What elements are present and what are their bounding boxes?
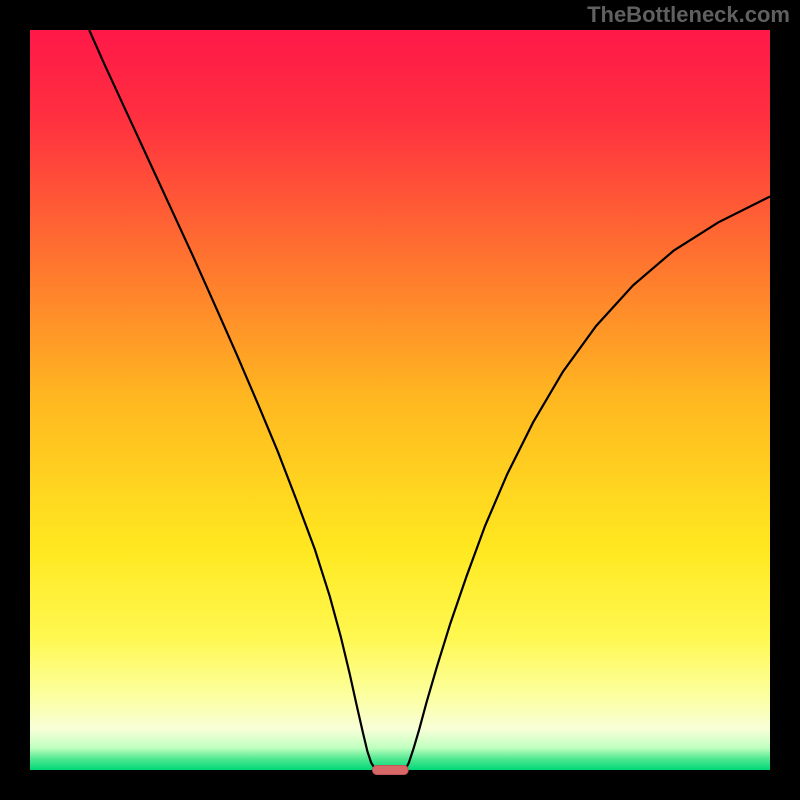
- optimal-marker: [373, 766, 409, 775]
- chart-container: TheBottleneck.com: [0, 0, 800, 800]
- chart-svg: [0, 0, 800, 800]
